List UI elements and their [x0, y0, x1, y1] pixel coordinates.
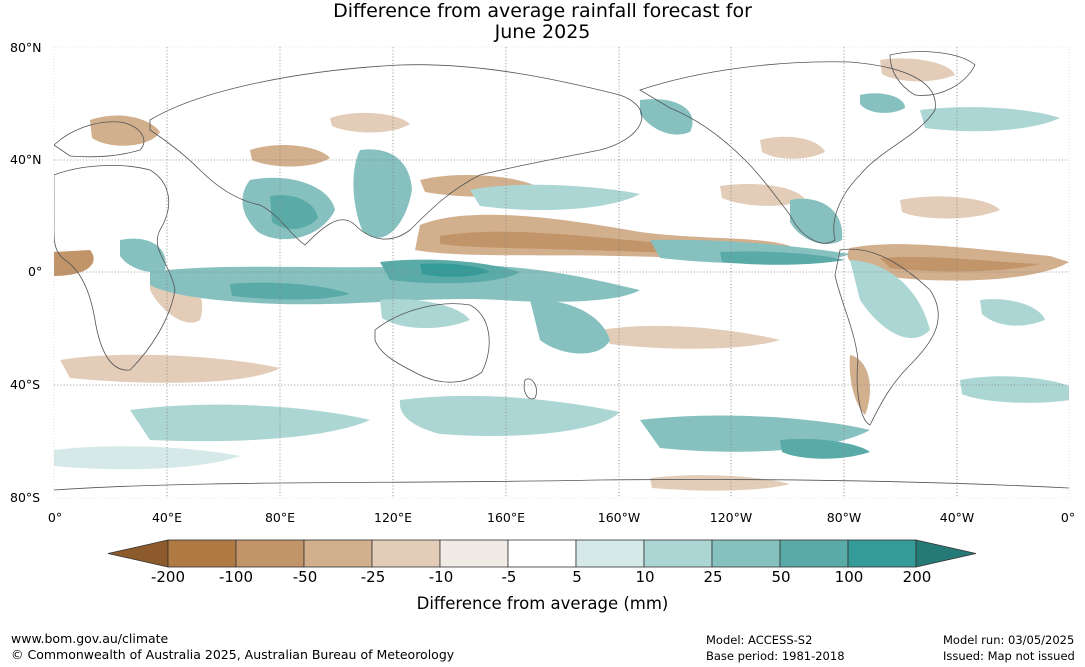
north-america-outline [639, 61, 936, 244]
colorbar-swatch [371, 539, 441, 568]
lon-label-160w: 160°W [597, 510, 641, 525]
model-run: Model run: 03/05/2025 [943, 633, 1075, 647]
lon-label-160e: 160°E [486, 510, 526, 525]
lat-label-40s: 40°S [10, 377, 41, 392]
lon-label-80e: 80°E [264, 510, 296, 525]
base-period: Base period: 1981-2018 [706, 649, 845, 663]
colorbar-swatch [507, 539, 577, 568]
issue-status: Issued: Map not issued [943, 649, 1075, 663]
colorbar-swatch [439, 539, 509, 568]
colorbar-tick: -200 [150, 568, 186, 586]
map-title-line2: June 2025 [494, 21, 591, 43]
map-title-line1: Difference from average rainfall forecas… [333, 0, 752, 22]
colorbar-swatch [847, 539, 917, 568]
lat-label-equator: 0° [28, 264, 43, 279]
copyright-text: © Commonwealth of Australia 2025, Austra… [11, 647, 455, 662]
lat-label-80s: 80°S [10, 490, 41, 505]
lon-label-40e: 40°E [151, 510, 183, 525]
colorbar-tick: 10 [635, 568, 655, 586]
lat-label-40n: 40°N [10, 152, 42, 167]
colorbar-tick: -5 [501, 568, 517, 586]
south-america-outline [834, 248, 939, 426]
coastlines [54, 51, 1069, 491]
colorbar-tick: 25 [703, 568, 723, 586]
colorbar-tick: -50 [292, 568, 318, 586]
wet-anomaly-regions [54, 93, 1069, 470]
colorbar-tick: -10 [428, 568, 454, 586]
colorbar-tick: -100 [218, 568, 254, 586]
colorbar-swatch [779, 539, 849, 568]
colorbar-swatch [235, 539, 305, 568]
colorbar-swatch [575, 539, 645, 568]
colorbar-arrow-low [107, 539, 169, 568]
australia-outline [374, 303, 490, 383]
map-frame [54, 47, 1069, 498]
africa-outline [54, 165, 176, 371]
lon-label-40w: 40°W [939, 510, 975, 525]
colorbar [107, 539, 977, 568]
colorbar-tick: 5 [572, 568, 582, 586]
colorbar-tick: 100 [834, 568, 864, 586]
colorbar-swatch [643, 539, 713, 568]
greenland-outline [889, 51, 976, 96]
colorbar-tick: 50 [771, 568, 791, 586]
colorbar-tick: 200 [902, 568, 932, 586]
colorbar-arrow-high [915, 539, 977, 568]
lat-label-80n: 80°N [10, 40, 42, 55]
graticule [54, 47, 1069, 498]
antarctica-outline [54, 479, 1069, 491]
asia-outline [149, 64, 643, 246]
colorbar-title: Difference from average (mm) [416, 594, 669, 613]
model-name: Model: ACCESS-S2 [706, 633, 813, 647]
lon-label-120w: 120°W [709, 510, 753, 525]
colorbar-tick: -25 [360, 568, 386, 586]
lon-label-80w: 80°W [826, 510, 862, 525]
map-border [53, 46, 1070, 499]
website-link[interactable]: www.bom.gov.au/climate [11, 631, 169, 646]
europe-outline [54, 121, 145, 158]
lon-label-0-right: 0° [1060, 510, 1076, 525]
colorbar-swatch [303, 539, 373, 568]
colorbar-swatch [711, 539, 781, 568]
lon-label-120e: 120°E [373, 510, 413, 525]
colorbar-swatch [167, 539, 237, 568]
dry-anomaly-regions [54, 58, 1069, 491]
new-zealand-outline [523, 378, 537, 400]
lon-label-0-left: 0° [47, 510, 63, 525]
